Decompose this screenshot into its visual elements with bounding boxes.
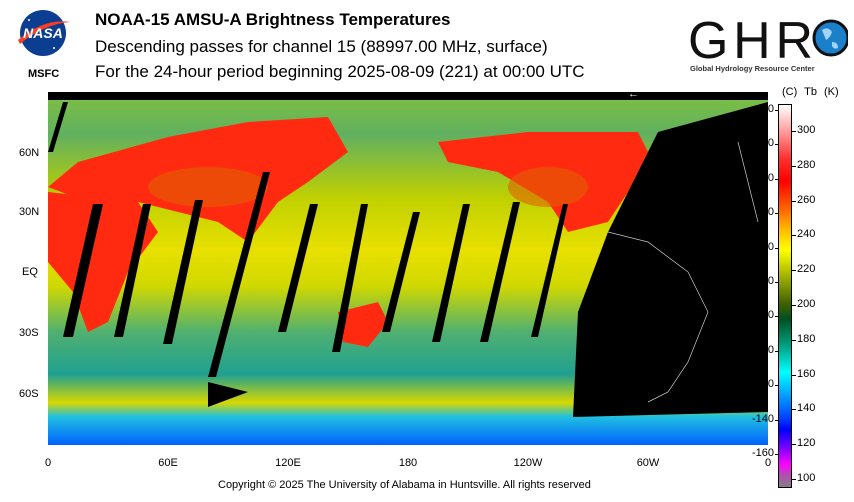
coastlines bbox=[607, 141, 759, 403]
lon-label: 60E bbox=[158, 457, 178, 469]
celsius-tick-label: -40 bbox=[758, 240, 774, 253]
tick-mark bbox=[775, 419, 779, 421]
nasa-logo: NASA bbox=[18, 10, 70, 56]
map-arrow: ← bbox=[628, 88, 639, 100]
tick-mark bbox=[775, 144, 779, 146]
tick-mark bbox=[792, 479, 796, 480]
tick-mark bbox=[775, 178, 779, 180]
kelvin-tick-label: 160 bbox=[797, 367, 816, 380]
celsius-tick-label: -140 bbox=[751, 412, 774, 425]
lon-label: 60W bbox=[636, 457, 660, 469]
lon-label: 0 bbox=[764, 457, 772, 469]
kelvin-tick-label: 240 bbox=[797, 228, 816, 241]
kelvin-tick-label: 100 bbox=[797, 472, 816, 484]
kelvin-tick-label: 200 bbox=[797, 298, 816, 310]
tick-mark bbox=[792, 305, 796, 306]
period-text: For the 24-hour period beginning 2025-08… bbox=[95, 62, 585, 81]
page-title: NOAA-15 AMSU-A Brightness Temperatures bbox=[95, 10, 451, 29]
tick-mark bbox=[792, 374, 796, 376]
data-gap-swaths bbox=[48, 102, 768, 417]
lat-label: 30S bbox=[19, 327, 39, 339]
lat-label: 30N bbox=[19, 206, 40, 218]
tick-mark bbox=[792, 270, 796, 272]
lat-label: 60N bbox=[19, 147, 40, 159]
kelvin-tick-label: 300 bbox=[797, 124, 816, 136]
kelvin-tick-label: 220 bbox=[797, 263, 816, 276]
kelvin-tick-label: 180 bbox=[797, 332, 816, 345]
lon-label: 120W bbox=[513, 457, 543, 469]
lon-label: 180 bbox=[398, 457, 418, 469]
tick-mark bbox=[792, 409, 796, 411]
tick-mark bbox=[792, 131, 796, 132]
tick-mark bbox=[775, 282, 779, 283]
svg-text:GHR: GHR bbox=[688, 12, 813, 70]
celsius-tick-label: -80 bbox=[758, 309, 774, 322]
colorbar bbox=[778, 104, 792, 488]
tick-mark bbox=[775, 110, 779, 111]
lat-label: 60S bbox=[19, 388, 39, 400]
tick-mark bbox=[792, 165, 796, 167]
tick-mark bbox=[792, 200, 796, 202]
celsius-tick-label: 40 bbox=[761, 103, 774, 115]
lon-label: 120E bbox=[275, 457, 301, 469]
celsius-tick-label: -120 bbox=[751, 378, 774, 391]
celsius-tick-label: -160 bbox=[751, 447, 774, 459]
tick-mark bbox=[775, 316, 779, 318]
msfc-label: MSFC bbox=[28, 68, 60, 80]
colorbar-header: (C) Tb (K) bbox=[782, 86, 839, 98]
ghrc-logo: GHR Global Hydrology Resource Center bbox=[688, 12, 848, 73]
tick-mark bbox=[775, 247, 779, 249]
tick-mark bbox=[792, 235, 796, 237]
celsius-tick-label: -60 bbox=[758, 275, 774, 287]
subtitle: Descending passes for channel 15 (88997.… bbox=[95, 37, 548, 56]
tick-mark bbox=[792, 444, 796, 446]
celsius-tick-label: 0 bbox=[767, 171, 774, 184]
svg-text:NASA: NASA bbox=[23, 25, 63, 41]
tick-mark bbox=[775, 385, 779, 387]
kelvin-tick-label: 120 bbox=[797, 437, 816, 450]
tick-mark bbox=[775, 454, 779, 455]
tick-mark bbox=[775, 350, 779, 352]
ghrc-full-name: Global Hydrology Resource Center bbox=[690, 64, 815, 73]
tick-mark bbox=[792, 339, 796, 341]
kelvin-tick-label: 280 bbox=[797, 158, 816, 171]
copyright: Copyright © 2025 The University of Alaba… bbox=[218, 479, 591, 491]
tick-mark bbox=[775, 213, 779, 215]
celsius-tick-label: 20 bbox=[761, 137, 774, 150]
celsius-tick-label: -100 bbox=[751, 343, 774, 356]
celsius-tick-label: -20 bbox=[758, 206, 774, 219]
lon-label: 0 bbox=[44, 457, 52, 469]
kelvin-tick-label: 140 bbox=[797, 402, 816, 415]
kelvin-tick-label: 260 bbox=[797, 193, 816, 206]
brightness-temperature-map bbox=[48, 92, 768, 445]
lat-label: EQ bbox=[22, 266, 38, 278]
